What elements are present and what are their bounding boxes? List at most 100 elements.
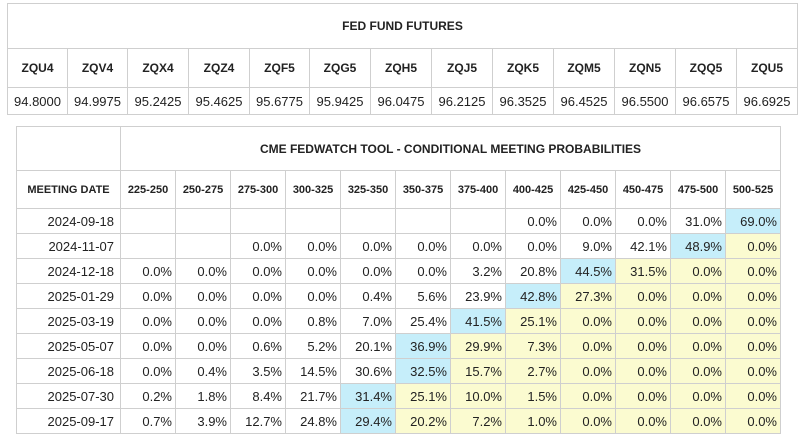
probability-cell: 31.4%	[340, 383, 396, 409]
futures-price: 96.6925	[736, 87, 798, 115]
meeting-row: 2025-09-17 0.7% 3.9% 12.7% 24.8% 29.4% 20.2% 7.…	[16, 408, 781, 434]
probability-cell: 25.1%	[505, 308, 561, 334]
probability-cell: 0.0%	[230, 283, 286, 309]
futures-price: 95.9425	[309, 87, 371, 115]
probability-cell: 21.7%	[285, 383, 341, 409]
probability-cell: 0.0%	[230, 308, 286, 334]
probability-cell: 0.0%	[670, 258, 726, 284]
meeting-row: 2025-05-07 0.0% 0.0% 0.6% 5.2% 20.1% 36.9% 29.9…	[16, 333, 781, 359]
probability-cell: 0.0%	[120, 258, 176, 284]
probability-cell	[175, 233, 231, 259]
rate-range-header: 425-450	[560, 170, 616, 209]
probability-cell: 12.7%	[230, 408, 286, 434]
meeting-row: 2024-12-18 0.0% 0.0% 0.0% 0.0% 0.0% 0.0% 3.2% 20…	[16, 258, 781, 284]
futures-price: 95.2425	[127, 87, 189, 115]
probability-cell: 0.0%	[725, 308, 781, 334]
futures-code: ZQK5	[492, 48, 554, 88]
rate-range-header: 475-500	[670, 170, 726, 209]
probability-cell: 14.5%	[285, 358, 341, 384]
probability-cell: 32.5%	[395, 358, 451, 384]
probability-cell: 0.2%	[120, 383, 176, 409]
probability-cell: 0.0%	[505, 208, 561, 234]
probability-cell: 0.0%	[670, 333, 726, 359]
probability-cell: 69.0%	[725, 208, 781, 234]
futures-price: 95.4625	[188, 87, 250, 115]
probability-cell: 0.0%	[560, 383, 616, 409]
probability-cell: 0.0%	[340, 233, 396, 259]
probability-cell: 0.0%	[175, 308, 231, 334]
probability-cell	[285, 208, 341, 234]
meeting-row: 2025-03-19 0.0% 0.0% 0.0% 0.8% 7.0% 25.4% 41.5%…	[16, 308, 781, 334]
probability-cell: 0.6%	[230, 333, 286, 359]
futures-code: ZQF5	[249, 48, 310, 88]
probability-cell: 20.1%	[340, 333, 396, 359]
fed-fund-futures-table: FED FUND FUTURES ZQU4 ZQV4 ZQX4 ZQZ4 ZQF5 ZQG…	[7, 3, 798, 115]
rate-range-header: 300-325	[285, 170, 341, 209]
probability-cell: 0.0%	[670, 408, 726, 434]
probability-cell: 0.0%	[725, 358, 781, 384]
probability-cell: 3.2%	[450, 258, 506, 284]
probability-cell: 0.0%	[670, 283, 726, 309]
probability-cell: 29.4%	[340, 408, 396, 434]
probability-cell: 0.0%	[450, 233, 506, 259]
probability-cell	[120, 208, 176, 234]
probability-cell: 0.0%	[175, 258, 231, 284]
probability-cell: 30.6%	[340, 358, 396, 384]
probability-cell: 20.2%	[395, 408, 451, 434]
probability-cell: 0.0%	[120, 308, 176, 334]
rate-range-header: 350-375	[395, 170, 451, 209]
probability-cell: 0.0%	[725, 333, 781, 359]
probability-cell	[340, 208, 396, 234]
probability-cell: 0.0%	[285, 233, 341, 259]
probability-cell: 0.7%	[120, 408, 176, 434]
futures-price: 94.8000	[7, 87, 68, 115]
probability-cell	[450, 208, 506, 234]
probability-cell: 7.3%	[505, 333, 561, 359]
probability-cell: 15.7%	[450, 358, 506, 384]
probability-cell: 0.0%	[560, 408, 616, 434]
probability-cell: 31.0%	[670, 208, 726, 234]
probability-cell: 0.0%	[340, 258, 396, 284]
meeting-date: 2025-06-18	[16, 358, 121, 384]
futures-price: 94.9975	[67, 87, 128, 115]
probability-cell	[230, 208, 286, 234]
probability-cell: 41.5%	[450, 308, 506, 334]
probability-cell: 0.0%	[615, 208, 671, 234]
futures-code: ZQU5	[736, 48, 798, 88]
probability-cell: 0.8%	[285, 308, 341, 334]
rate-range-header: 375-400	[450, 170, 506, 209]
probability-cell: 5.2%	[285, 333, 341, 359]
probability-cell: 0.0%	[395, 258, 451, 284]
rate-range-header: 275-300	[230, 170, 286, 209]
probability-cell: 0.0%	[175, 283, 231, 309]
futures-price: 96.0475	[370, 87, 432, 115]
fedwatch-body: 2024-09-18 0.0% 0.0% 0.0% 31.0% 69.0% 2024-11-…	[16, 208, 781, 434]
probability-cell: 0.0%	[670, 383, 726, 409]
probability-cell: 5.6%	[395, 283, 451, 309]
probability-cell: 0.4%	[340, 283, 396, 309]
futures-code: ZQH5	[370, 48, 432, 88]
probability-cell: 0.0%	[670, 308, 726, 334]
probability-cell: 0.0%	[560, 333, 616, 359]
probability-cell	[120, 233, 176, 259]
probability-cell	[175, 208, 231, 234]
fedwatch-corner-cell	[16, 126, 121, 171]
rate-range-header: 225-250	[120, 170, 176, 209]
probability-cell: 9.0%	[560, 233, 616, 259]
probability-cell: 42.8%	[505, 283, 561, 309]
probability-cell: 31.5%	[615, 258, 671, 284]
futures-code: ZQV4	[67, 48, 128, 88]
probability-cell: 3.9%	[175, 408, 231, 434]
futures-code: ZQN5	[614, 48, 676, 88]
probability-cell: 0.0%	[560, 208, 616, 234]
probability-cell: 0.4%	[175, 358, 231, 384]
rate-range-header: 250-275	[175, 170, 231, 209]
probability-cell: 0.0%	[285, 283, 341, 309]
probability-cell: 24.8%	[285, 408, 341, 434]
meeting-date: 2025-09-17	[16, 408, 121, 434]
probability-cell: 2.7%	[505, 358, 561, 384]
probability-cell: 0.0%	[285, 258, 341, 284]
probability-cell: 20.8%	[505, 258, 561, 284]
probability-cell: 0.0%	[725, 408, 781, 434]
probability-cell: 0.0%	[615, 333, 671, 359]
